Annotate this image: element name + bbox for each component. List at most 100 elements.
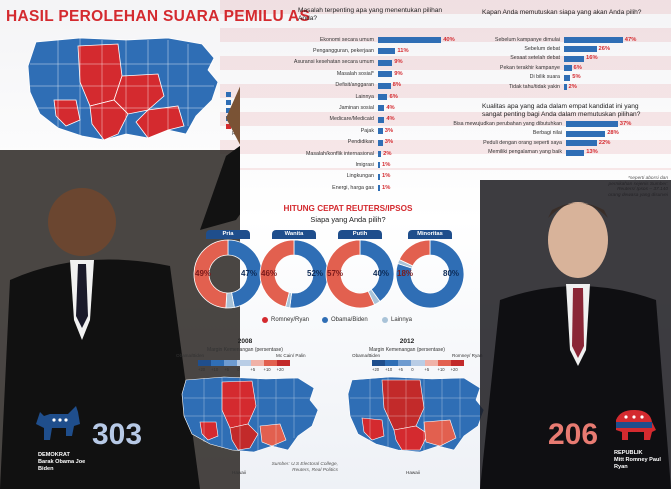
bar-label: Asuransi kesehatan secara umum <box>293 59 374 66</box>
democrat-score: 303 <box>92 418 143 451</box>
bar-value: 13% <box>586 149 598 156</box>
legend-label: Obama/Biden <box>331 317 368 323</box>
bar-value: 37% <box>619 120 632 127</box>
legend-romney: Romney/Ryan <box>262 317 309 323</box>
bar <box>378 151 382 157</box>
elephant-icon <box>616 410 656 440</box>
bar-value: 22% <box>598 139 611 146</box>
map2008-left-label: Obama/Biden <box>176 353 205 358</box>
obama-pct: 80% <box>443 269 460 278</box>
hawaii-label-2012: Hawaii <box>406 470 420 475</box>
map2012-right-label: Romney/ Ryan <box>452 353 483 358</box>
legend-label: Lainnya <box>391 317 413 323</box>
map2012 <box>347 376 485 453</box>
bar-value: 47% <box>624 36 637 43</box>
donut-slice-romney <box>193 239 229 309</box>
bar-label: Bisa mewujudkan perubahan yang dibutuhka… <box>453 120 562 127</box>
bar-label: Peduli dengan orang seperti saya <box>483 139 562 146</box>
bar-label: Medicare/Medicaid <box>329 116 374 123</box>
bar-value: 28% <box>607 130 619 137</box>
hawaii-label-2008: Hawaii <box>232 470 246 475</box>
bar-label: Ekonomi secara umum <box>319 36 374 43</box>
democrat-party: DEMOKRAT <box>38 452 70 458</box>
bar <box>378 173 380 180</box>
map2012-scale <box>372 360 464 366</box>
bar-label: Lainnya <box>355 93 374 100</box>
bar-label: Pekan terakhir kampanye <box>499 64 560 71</box>
bar-value: 5% <box>572 74 581 81</box>
donut-minoritas <box>395 239 465 309</box>
donut-slice-obama <box>289 239 329 309</box>
quick-count-title: HITUNG CEPAT REUTERS/IPSOS <box>283 204 413 213</box>
bar-value: 8% <box>392 82 402 89</box>
scale-tick: +20 <box>198 367 206 372</box>
republican-names: Mitt Romney Paul Ryan <box>614 457 661 470</box>
page-title: HASIL PEROLEHAN SUARA PEMILU AS <box>6 8 311 25</box>
republican-score: 206 <box>548 418 599 451</box>
bar-value: 40% <box>443 36 455 43</box>
bar-label: Sebelum kampanye dimulai <box>494 36 560 43</box>
legend-swatch <box>382 317 388 323</box>
bar <box>564 84 567 90</box>
bar <box>378 185 380 192</box>
map2012-subtitle: Margin Kemenangan (persentase) <box>369 347 445 353</box>
bar-value: 26% <box>598 45 611 52</box>
donut-wanita <box>259 239 329 309</box>
bar <box>378 139 383 146</box>
bar-label: Sebelum debat <box>524 45 560 52</box>
map2008-scale <box>198 360 290 366</box>
bar-value: 9% <box>394 59 403 66</box>
bar-value: 3% <box>384 139 394 146</box>
donut-tab: Wanita <box>272 230 316 239</box>
bar-label: Energi, harga gas <box>332 184 374 191</box>
obama-pct: 52% <box>307 269 324 278</box>
donut-pria <box>193 239 263 309</box>
quick-count-subtitle: Siapa yang Anda pilih? <box>310 215 386 224</box>
legend-swatch <box>322 317 328 323</box>
bar-value: 1% <box>382 184 391 191</box>
bar-value: 6% <box>573 64 582 71</box>
scale-tick: +20 <box>372 367 380 372</box>
romney-pct: 49% <box>195 269 212 278</box>
bar <box>378 48 396 55</box>
bar <box>566 140 597 147</box>
bar-value: 16% <box>586 55 598 62</box>
bar <box>378 162 380 169</box>
map2012-left-label: Obama/Biden <box>352 353 381 358</box>
legend-label: Romney/Ryan <box>271 317 310 323</box>
obama-pct: 40% <box>373 269 390 278</box>
bar-value: 1% <box>382 173 391 180</box>
donut-slice-romney <box>259 239 295 308</box>
bar-label: Berbagi nilai <box>532 130 562 137</box>
map2008-year: 2008 <box>237 338 253 345</box>
bar-label: Tidak tahu/tidak yakin <box>508 83 560 90</box>
bar <box>378 116 385 123</box>
bar <box>564 65 572 72</box>
bar-value: 2% <box>568 83 577 90</box>
bar <box>378 59 393 66</box>
map-legend-r: R <box>232 131 236 137</box>
map2008 <box>181 376 319 453</box>
map2008-right-label: Mc Cain/ Palin <box>276 353 306 358</box>
scale-tick: +10 <box>385 367 393 372</box>
scale-tick: +20 <box>450 367 458 372</box>
bar <box>564 55 584 62</box>
source-note: Sumber: U.S Electoral College, Reuters, … <box>271 462 338 473</box>
scale-tick: 0 <box>237 367 240 372</box>
donut-putih <box>325 239 395 309</box>
bar-label: Memiliki pengalaman yang baik <box>488 149 562 156</box>
romney-pct: 18% <box>397 269 414 278</box>
bar-label: Defisit/anggaran <box>335 82 374 89</box>
scale-tick: +20 <box>276 367 284 372</box>
donut-slice-romney <box>325 239 376 309</box>
bar <box>566 121 618 127</box>
q1-title: Masalah terpenting apa yang menentukan p… <box>298 7 443 22</box>
scale-tick: +5 <box>224 367 229 372</box>
bar-value: 4% <box>386 116 395 123</box>
donkey-icon <box>36 406 80 440</box>
bar-value: 9% <box>394 70 403 77</box>
bar <box>564 46 597 53</box>
scale-tick: +10 <box>263 367 271 372</box>
bar <box>378 82 391 89</box>
bar-value: 2% <box>383 150 392 157</box>
